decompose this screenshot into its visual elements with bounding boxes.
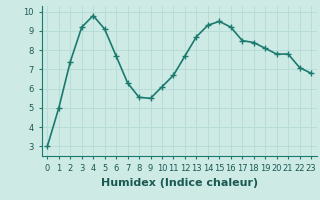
X-axis label: Humidex (Indice chaleur): Humidex (Indice chaleur) bbox=[100, 178, 258, 188]
